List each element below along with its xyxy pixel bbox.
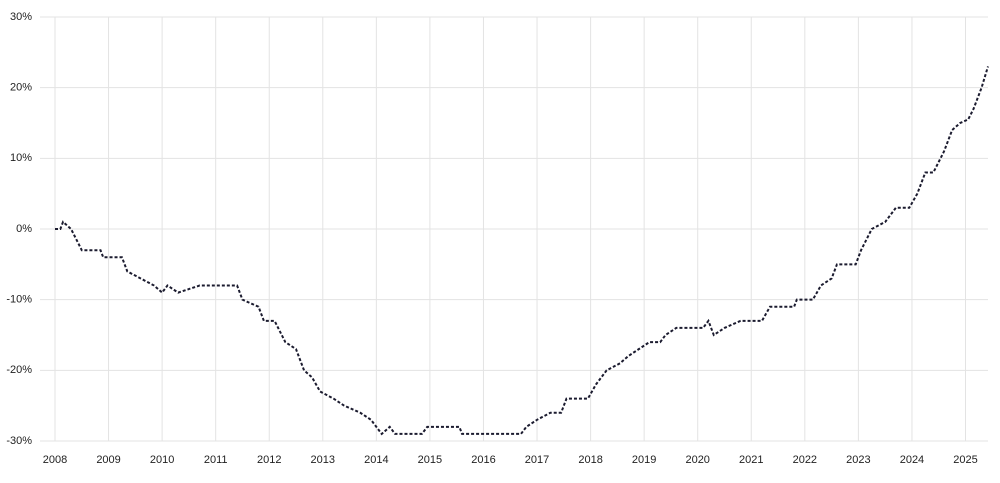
y-tick-label: 0% [16,223,32,235]
x-tick-label: 2014 [364,454,388,466]
y-tick-label: -20% [6,364,32,376]
x-tick-label: 2017 [525,454,549,466]
y-tick-label: 20% [10,82,32,94]
x-tick-label: 2012 [257,454,281,466]
x-tick-label: 2010 [150,454,174,466]
x-tick-label: 2023 [846,454,870,466]
x-tick-label: 2011 [204,454,228,466]
x-tick-label: 2008 [43,454,67,466]
x-tick-label: 2019 [632,454,656,466]
data-line [55,66,989,436]
x-tick-label: 2021 [739,454,763,466]
y-tick-label: 10% [10,152,32,164]
x-tick-label: 2025 [953,454,977,466]
x-tick-label: 2016 [471,454,495,466]
x-tick-label: 2015 [418,454,442,466]
x-tick-label: 2024 [900,454,924,466]
x-tick-label: 2022 [793,454,817,466]
y-tick-label: 30% [10,11,32,23]
x-tick-label: 2009 [96,454,120,466]
x-tick-label: 2018 [578,454,602,466]
x-tick-label: 2020 [685,454,709,466]
y-tick-label: -30% [6,435,32,447]
x-tick-label: 2013 [311,454,335,466]
y-tick-label: -10% [6,294,32,306]
